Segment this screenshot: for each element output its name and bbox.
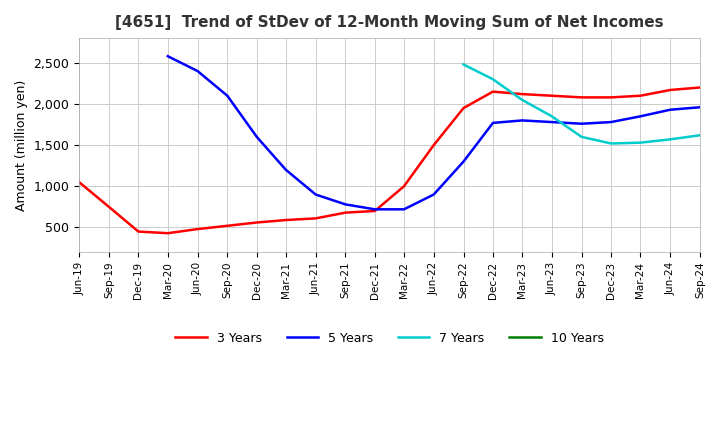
Line: 7 Years: 7 Years: [464, 64, 700, 143]
Line: 3 Years: 3 Years: [79, 88, 700, 233]
Y-axis label: Amount (million yen): Amount (million yen): [15, 80, 28, 211]
Title: [4651]  Trend of StDev of 12-Month Moving Sum of Net Incomes: [4651] Trend of StDev of 12-Month Moving…: [115, 15, 664, 30]
Line: 5 Years: 5 Years: [168, 56, 700, 209]
Legend: 3 Years, 5 Years, 7 Years, 10 Years: 3 Years, 5 Years, 7 Years, 10 Years: [171, 327, 608, 350]
